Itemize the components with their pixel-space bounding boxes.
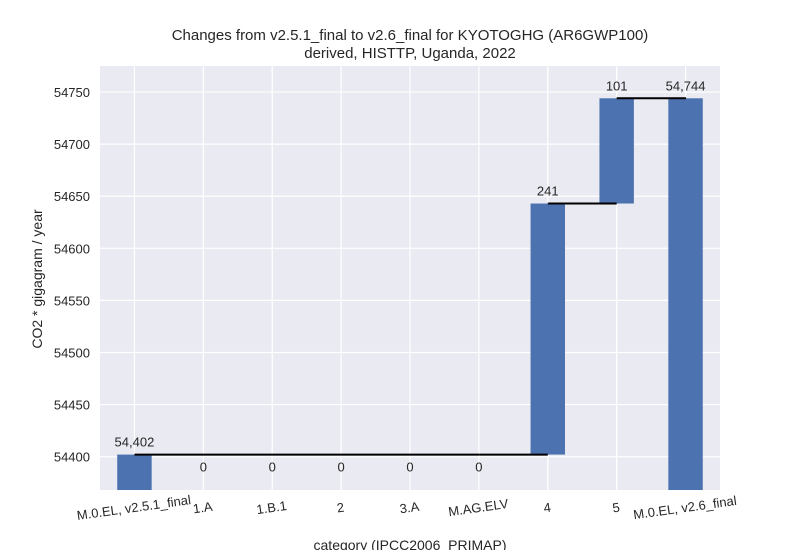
data-label: 54,402 — [115, 435, 155, 450]
data-label: 101 — [606, 78, 628, 93]
y-tick-label: 54400 — [54, 450, 90, 465]
x-tick-label: M.0.EL, v2.6_final — [632, 493, 737, 522]
data-label: 54,744 — [666, 78, 706, 93]
x-tick-label: 3.A — [399, 499, 421, 517]
data-label: 241 — [537, 184, 559, 199]
plot-area: 54400 54450 54500 54550 54600 54650 54700 54750… — [54, 66, 738, 523]
y-tick-label: 54600 — [54, 241, 90, 256]
y-tick-label: 54550 — [54, 293, 90, 308]
waterfall-bar — [599, 98, 634, 204]
x-tick-label: M.0.EL, v2.5.1_final — [76, 492, 192, 523]
chart-subtitle: derived, HISTTP, Uganda, 2022 — [304, 45, 516, 62]
chart-title: Changes from v2.5.1_final to v2.6_final … — [172, 27, 649, 44]
data-label: 0 — [337, 460, 344, 475]
y-axis-label: CO2 * gigagram / year — [29, 209, 45, 349]
x-tick-label: 1.A — [192, 499, 214, 517]
x-tick-label: 4 — [543, 500, 552, 516]
data-label: 0 — [406, 460, 413, 475]
data-label: 0 — [269, 460, 276, 475]
y-tick-label: 54500 — [54, 345, 90, 360]
x-tick-label: 5 — [611, 500, 620, 516]
y-tick-label: 54450 — [54, 398, 90, 413]
y-tick-label: 54750 — [54, 85, 90, 100]
waterfall-bar — [117, 454, 152, 490]
data-label: 0 — [475, 460, 482, 475]
x-tick-label: M.AG.ELV — [447, 496, 509, 519]
data-label: 0 — [200, 460, 207, 475]
y-tick-label: 54700 — [54, 137, 90, 152]
x-tick-label: 2 — [336, 500, 345, 516]
waterfall-bar — [530, 203, 565, 455]
y-tick-label: 54650 — [54, 189, 90, 204]
waterfall-bar — [668, 98, 703, 491]
x-axis-label: category (IPCC2006_PRIMAP) — [314, 537, 507, 550]
x-tick-label: 1.B.1 — [256, 498, 288, 517]
